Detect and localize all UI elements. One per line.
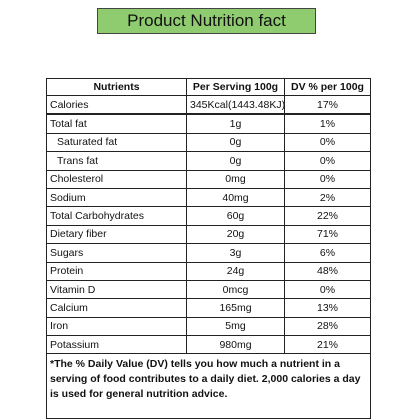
footnote: *The % Daily Value (DV) tells you how mu… — [46, 353, 371, 419]
amount: 40mg — [186, 187, 285, 208]
nutrient: Protein — [46, 261, 187, 281]
nutrient: Total fat — [46, 113, 187, 134]
amount: 3g — [186, 243, 285, 263]
dv: 0% — [284, 132, 371, 153]
amount: 5mg — [186, 316, 285, 337]
row: Total Carbohydrates 60g 22% — [46, 206, 371, 226]
amount: 24g — [186, 261, 285, 281]
nutrient: Saturated fat — [46, 132, 187, 153]
amount: 0g — [186, 132, 285, 153]
row: Cholesterol 0mg 0% — [46, 169, 371, 189]
row: Vitamin D 0mcg 0% — [46, 279, 371, 300]
nutrient: Sodium — [46, 187, 187, 208]
nutrient: Calcium — [46, 298, 187, 318]
row: Calories 345Kcal(1443.48KJ) 17% — [46, 95, 371, 116]
amount: 1g — [186, 113, 285, 134]
row: Saturated fat 0g 0% — [46, 132, 371, 153]
nutrition-table: Nutrients Per Serving 100g DV % per 100g… — [46, 78, 371, 419]
nutrient: Iron — [46, 316, 187, 337]
row: Dietary fiber 20g 71% — [46, 224, 371, 245]
dv: 21% — [284, 335, 371, 355]
nutrient: Sugars — [46, 243, 187, 263]
col-header: Per Serving 100g — [186, 78, 285, 96]
row: Trans fat 0g 0% — [46, 151, 371, 171]
nutrient: Calories — [46, 95, 187, 116]
amount: 980mg — [186, 335, 285, 355]
nutrient: Trans fat — [46, 151, 187, 171]
amount: 20g — [186, 224, 285, 245]
footnote-row: *The % Daily Value (DV) tells you how mu… — [46, 353, 371, 419]
dv: 0% — [284, 151, 371, 171]
row: Potassium 980mg 21% — [46, 335, 371, 355]
amount: 165mg — [186, 298, 285, 318]
dv: 13% — [284, 298, 371, 318]
amount: 0g — [186, 151, 285, 171]
header-row: Nutrients Per Serving 100g DV % per 100g — [46, 78, 371, 96]
dv: 6% — [284, 243, 371, 263]
row: Calcium 165mg 13% — [46, 298, 371, 318]
dv: 2% — [284, 187, 371, 208]
col-header: Nutrients — [46, 78, 187, 96]
nutrient: Vitamin D — [46, 279, 187, 300]
row: Total fat 1g 1% — [46, 113, 371, 134]
nutrient: Potassium — [46, 335, 187, 355]
row: Sugars 3g 6% — [46, 243, 371, 263]
nutrient: Dietary fiber — [46, 224, 187, 245]
dv: 48% — [284, 261, 371, 281]
row: Sodium 40mg 2% — [46, 187, 371, 208]
row: Iron 5mg 28% — [46, 316, 371, 337]
dv: 0% — [284, 169, 371, 189]
amount: 0mcg — [186, 279, 285, 300]
dv: 0% — [284, 279, 371, 300]
amount: 0mg — [186, 169, 285, 189]
nutrient: Cholesterol — [46, 169, 187, 189]
dv: 28% — [284, 316, 371, 337]
col-header: DV % per 100g — [284, 78, 371, 96]
dv: 17% — [284, 95, 371, 116]
amount: 60g — [186, 206, 285, 226]
row: Protein 24g 48% — [46, 261, 371, 281]
dv: 1% — [284, 113, 371, 134]
nutrient: Total Carbohydrates — [46, 206, 187, 226]
amount: 345Kcal(1443.48KJ) — [186, 95, 285, 116]
dv: 71% — [284, 224, 371, 245]
title: Product Nutrition fact — [97, 8, 316, 34]
dv: 22% — [284, 206, 371, 226]
